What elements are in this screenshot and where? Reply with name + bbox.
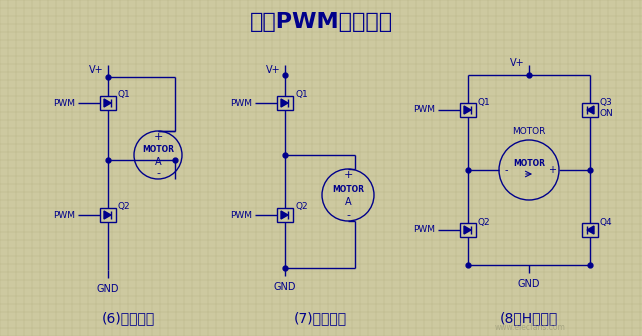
Text: (8）H桥模式: (8）H桥模式 <box>500 311 558 325</box>
Text: MOTOR: MOTOR <box>513 159 545 168</box>
Polygon shape <box>464 226 471 234</box>
Text: -: - <box>156 168 160 178</box>
Text: 单极PWM调制方式: 单极PWM调制方式 <box>250 12 392 32</box>
Text: V+: V+ <box>89 65 104 75</box>
Text: Q4: Q4 <box>600 217 612 226</box>
Bar <box>277 96 293 110</box>
Bar <box>460 223 476 237</box>
Text: (7)单向运转: (7)单向运转 <box>293 311 347 325</box>
Text: www.elecfans.com: www.elecfans.com <box>494 324 566 333</box>
Text: V+: V+ <box>510 58 525 68</box>
Polygon shape <box>587 226 594 234</box>
Bar <box>277 208 293 222</box>
Text: MOTOR: MOTOR <box>512 127 546 136</box>
Text: -: - <box>346 210 350 220</box>
Text: MOTOR: MOTOR <box>142 145 174 155</box>
Text: Q3: Q3 <box>600 97 612 107</box>
Polygon shape <box>464 106 471 114</box>
Text: Q2: Q2 <box>295 203 308 211</box>
Text: A: A <box>155 157 161 167</box>
Bar <box>460 103 476 117</box>
Bar <box>100 96 116 110</box>
Text: +: + <box>343 170 352 180</box>
Text: GND: GND <box>517 279 541 289</box>
Text: +: + <box>153 132 162 142</box>
Text: (6)单向运转: (6)单向运转 <box>101 311 155 325</box>
Text: ON: ON <box>600 110 614 119</box>
Polygon shape <box>281 99 288 107</box>
Text: Q1: Q1 <box>478 97 490 107</box>
Bar <box>582 223 598 237</box>
Polygon shape <box>587 106 594 114</box>
Polygon shape <box>104 211 111 219</box>
Text: V+: V+ <box>266 65 281 75</box>
Text: PWM: PWM <box>230 98 252 108</box>
Text: Q1: Q1 <box>295 90 308 99</box>
Bar <box>582 103 598 117</box>
Text: GND: GND <box>273 282 296 292</box>
Text: GND: GND <box>97 284 119 294</box>
Text: MOTOR: MOTOR <box>332 185 364 195</box>
Text: PWM: PWM <box>230 210 252 219</box>
Polygon shape <box>104 99 111 107</box>
Text: PWM: PWM <box>413 225 435 235</box>
Text: Q1: Q1 <box>118 90 131 99</box>
Text: PWM: PWM <box>413 106 435 115</box>
Polygon shape <box>281 211 288 219</box>
Text: Q2: Q2 <box>478 217 490 226</box>
Text: +: + <box>548 165 556 175</box>
Bar <box>100 208 116 222</box>
Text: PWM: PWM <box>53 210 75 219</box>
Text: PWM: PWM <box>53 98 75 108</box>
Text: -: - <box>504 165 508 175</box>
Text: Q2: Q2 <box>118 203 130 211</box>
Text: A: A <box>345 197 351 207</box>
